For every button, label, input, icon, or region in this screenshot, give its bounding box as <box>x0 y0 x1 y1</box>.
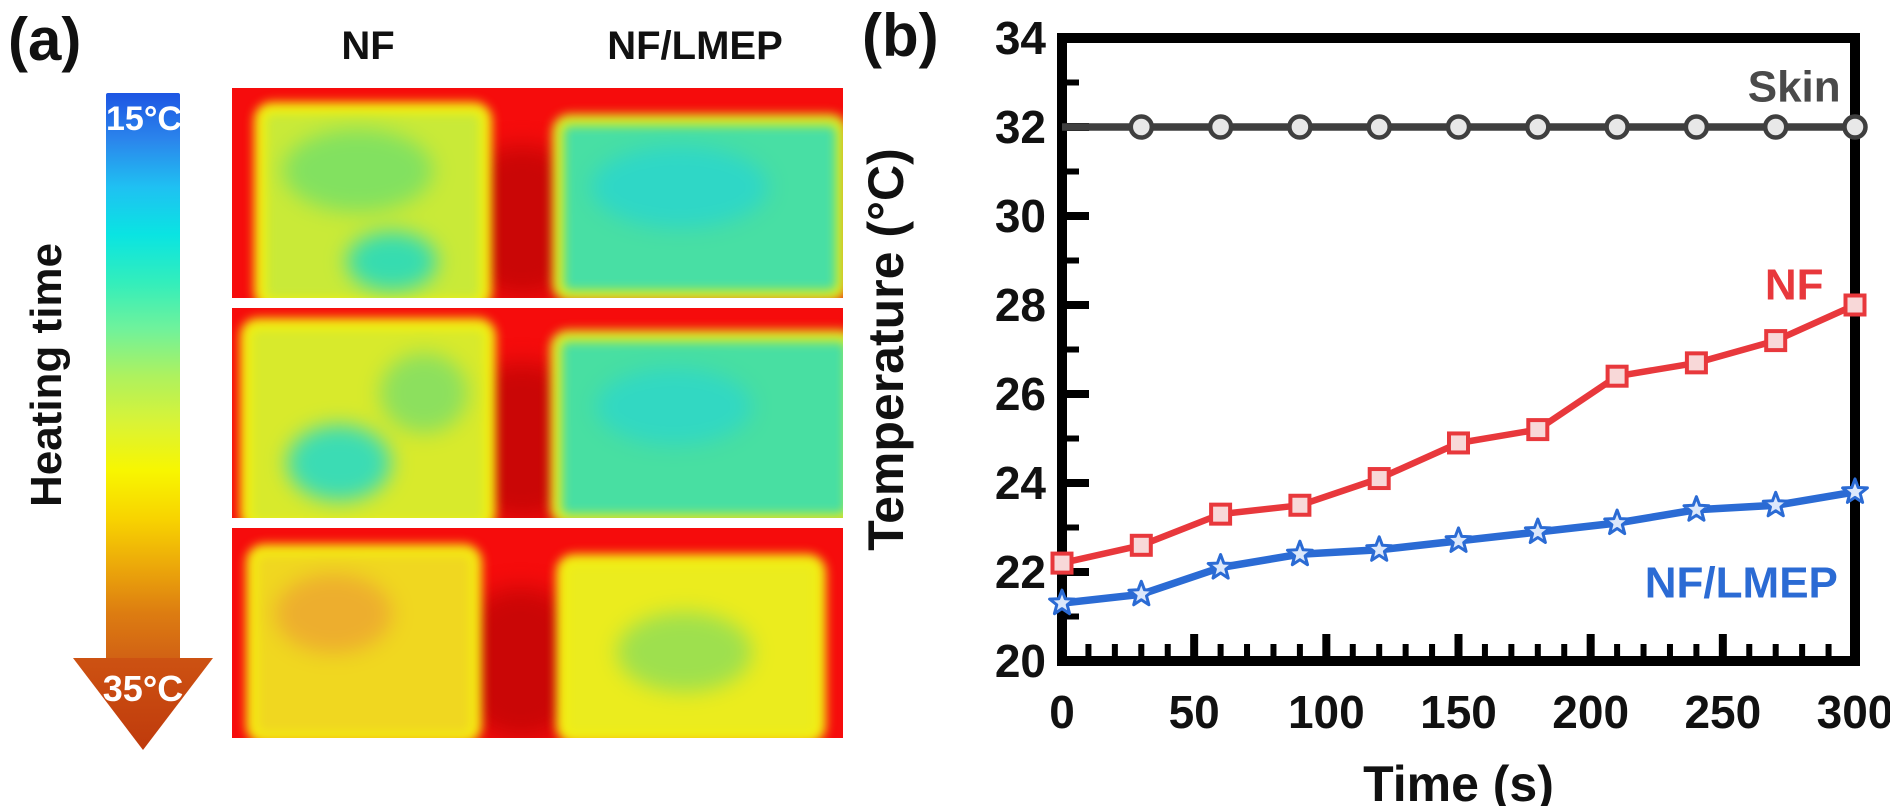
marker-star <box>1761 490 1790 518</box>
marker-star <box>1127 579 1156 607</box>
temperature-spot <box>347 231 438 291</box>
x-tick-label: 200 <box>1552 686 1629 738</box>
marker-square <box>1367 467 1391 491</box>
temperature-spot <box>286 425 392 501</box>
nf-sample <box>246 544 482 738</box>
y-tick-label: 24 <box>995 457 1047 509</box>
thermal-image-heating-row-2 <box>232 308 843 518</box>
panel-a-label: (a) <box>8 6 82 73</box>
thermal-image-heating-row-1 <box>232 88 843 298</box>
marker-square <box>1050 551 1074 575</box>
marker-square <box>1447 431 1470 455</box>
column-title-nf-lmep: NF/LMEP <box>607 24 783 68</box>
marker-square <box>1843 293 1867 317</box>
marker-square <box>1684 351 1708 375</box>
marker-square <box>1288 493 1312 517</box>
temperature-spot <box>596 367 753 446</box>
temperature-spot <box>591 145 768 228</box>
x-tick-label: 50 <box>1169 686 1220 738</box>
colorbar-bottom-label: 35°C <box>102 668 184 709</box>
y-tick-label: 30 <box>995 190 1046 242</box>
marker-circle <box>1287 114 1313 140</box>
marker-circle <box>1842 114 1868 140</box>
x-tick-label: 300 <box>1817 686 1890 738</box>
y-tick-label: 26 <box>995 368 1046 420</box>
marker-star <box>1444 526 1473 553</box>
temperature-spot <box>617 612 753 693</box>
marker-square <box>1209 502 1233 526</box>
marker-circle <box>1525 114 1551 140</box>
marker-square <box>1526 418 1550 442</box>
column-title-nf: NF <box>341 24 395 68</box>
marker-circle <box>1207 114 1234 140</box>
x-axis-title: Time (s) <box>1363 756 1554 806</box>
marker-star <box>1286 539 1314 567</box>
marker-star <box>1523 517 1552 544</box>
marker-circle <box>1128 114 1155 140</box>
panel-b-label: (b) <box>862 2 939 69</box>
x-tick-label: 0 <box>1049 686 1075 738</box>
panel-b: (b) <box>860 0 1890 806</box>
nf-lmep-sample <box>552 114 843 298</box>
series-label-skin: Skin <box>1748 62 1841 111</box>
temperature-spot <box>274 573 392 653</box>
series-label-nf: NF <box>1765 260 1824 309</box>
marker-circle <box>1683 114 1710 140</box>
colorbar-top-label: 15°C <box>106 100 182 138</box>
marker-square <box>1605 364 1629 388</box>
y-tick-label: 20 <box>995 635 1046 687</box>
marker-circle <box>1604 114 1630 140</box>
y-axis-title: Temperature (°C) <box>858 148 914 550</box>
marker-star <box>1841 477 1869 504</box>
y-tick-label: 32 <box>995 101 1046 153</box>
series-label-nf-lmep: NF/LMEP <box>1645 559 1838 608</box>
nf-lmep-sample <box>550 330 843 518</box>
marker-circle <box>1762 114 1789 140</box>
marker-star <box>1682 495 1711 522</box>
temperature-spot <box>379 352 468 433</box>
marker-star <box>1603 508 1631 536</box>
marker-circle <box>1366 114 1392 140</box>
y-tick-label: 28 <box>995 279 1046 331</box>
marker-star <box>1048 588 1076 616</box>
marker-star <box>1206 553 1235 580</box>
marker-star <box>1365 535 1394 562</box>
x-tick-label: 100 <box>1288 686 1365 738</box>
temperature-spot <box>283 128 433 212</box>
x-tick-label: 250 <box>1684 686 1761 738</box>
marker-square <box>1764 329 1788 353</box>
nf-sample <box>240 318 496 518</box>
marker-square <box>1129 533 1153 557</box>
y-tick-label: 34 <box>995 12 1047 64</box>
panel-a: (a) NF NF/LMEP Heating time 15°C 35°C <box>0 0 860 806</box>
nf-lmep-sample <box>556 554 826 738</box>
marker-circle <box>1445 114 1472 140</box>
x-tick-label: 150 <box>1420 686 1497 738</box>
temperature-colorbar <box>106 93 180 660</box>
nf-sample <box>254 102 492 298</box>
thermal-image-heating-row-3 <box>232 528 843 738</box>
y-tick-label: 22 <box>995 546 1046 598</box>
